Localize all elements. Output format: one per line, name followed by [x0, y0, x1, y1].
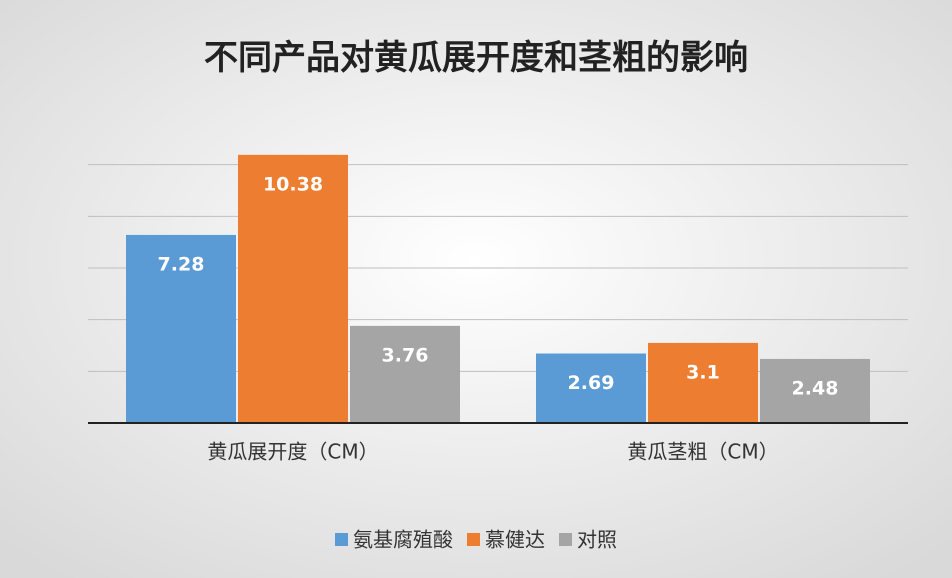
legend-item: 氨基腐殖酸: [335, 528, 453, 552]
legend-swatch: [467, 533, 480, 546]
legend-swatch: [559, 533, 572, 546]
bar: [760, 358, 870, 423]
legend-item: 对照: [559, 528, 617, 552]
value-label: 7.28: [158, 253, 205, 275]
x-tick-label: 黄瓜展开度（CM）: [207, 440, 378, 464]
value-label: 2.69: [568, 372, 615, 394]
bar: [126, 234, 236, 423]
legend-label: 对照: [577, 528, 617, 552]
bar: [238, 154, 348, 423]
x-tick-label: 黄瓜茎粗（CM）: [627, 440, 778, 464]
chart-title: 不同产品对黄瓜展开度和茎粗的影响: [204, 38, 748, 78]
legend-label: 氨基腐殖酸: [353, 528, 453, 552]
value-label: 2.48: [792, 377, 839, 399]
value-label: 3.76: [382, 344, 429, 366]
bar: [536, 353, 646, 423]
value-label: 3.1: [686, 361, 720, 383]
bar: [648, 342, 758, 423]
legend-label: 慕健达: [485, 528, 545, 552]
value-label: 10.38: [263, 173, 323, 195]
legend-item: 慕健达: [467, 528, 545, 552]
legend-swatch: [335, 533, 348, 546]
legend: 氨基腐殖酸 慕健达 对照: [335, 528, 617, 552]
bar: [350, 325, 460, 423]
